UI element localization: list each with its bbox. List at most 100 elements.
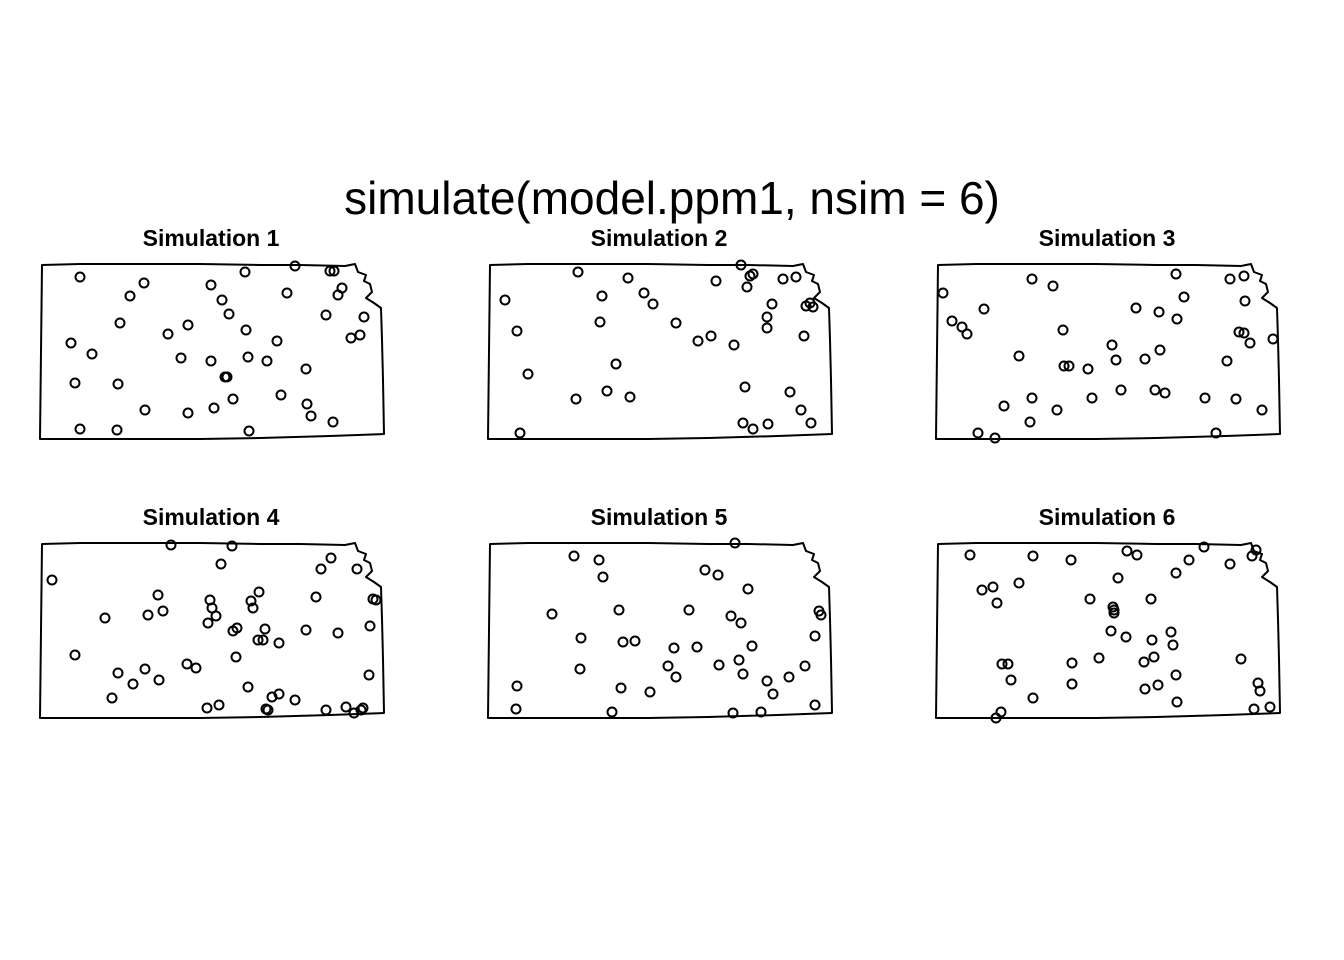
data-point: [124, 290, 136, 302]
data-point: [289, 260, 301, 272]
data-point: [1210, 427, 1222, 439]
data-point: [790, 271, 802, 283]
data-point: [511, 680, 523, 692]
data-point: [670, 671, 682, 683]
data-point: [1267, 333, 1279, 345]
data-point: [273, 688, 285, 700]
data-point: [332, 627, 344, 639]
data-point: [1026, 392, 1038, 404]
data-point: [182, 319, 194, 331]
data-point: [340, 701, 352, 713]
data-point: [245, 595, 257, 607]
state-outline: [39, 542, 385, 719]
data-point: [615, 682, 627, 694]
data-point: [1171, 313, 1183, 325]
data-point: [998, 400, 1010, 412]
data-point: [221, 371, 233, 383]
data-point: [153, 674, 165, 686]
data-point: [1005, 674, 1017, 686]
data-point: [746, 640, 758, 652]
data-point: [710, 275, 722, 287]
data-point: [961, 328, 973, 340]
data-point: [795, 404, 807, 416]
panels: Simulation 1 Simulation 2 Simulation 3 Simu…: [39, 225, 1281, 724]
data-point: [1264, 701, 1276, 713]
data-point: [1047, 280, 1059, 292]
data-point: [1024, 416, 1036, 428]
panel-title: Simulation 6: [1039, 504, 1176, 530]
data-point: [987, 581, 999, 593]
data-point: [1105, 625, 1117, 637]
data-point: [328, 265, 340, 277]
data-point: [638, 287, 650, 299]
data-point: [570, 393, 582, 405]
state-outline: [935, 263, 1281, 440]
data-point: [1066, 678, 1078, 690]
data-point: [1183, 554, 1195, 566]
data-point: [747, 423, 759, 435]
data-point: [1153, 306, 1165, 318]
panel-title: Simulation 1: [143, 225, 280, 251]
data-point: [799, 660, 811, 672]
data-point: [747, 268, 759, 280]
data-point: [201, 702, 213, 714]
data-point: [739, 381, 751, 393]
data-point: [996, 658, 1008, 670]
data-point: [575, 632, 587, 644]
panel-title: Simulation 5: [591, 504, 728, 530]
data-point: [737, 668, 749, 680]
data-point: [991, 597, 1003, 609]
data-point: [809, 630, 821, 642]
data-point: [305, 410, 317, 422]
panel-simulation-3: Simulation 3: [935, 225, 1281, 444]
data-point: [1027, 692, 1039, 704]
data-point: [127, 678, 139, 690]
data-point: [762, 418, 774, 430]
data-point: [86, 348, 98, 360]
data-point: [190, 662, 202, 674]
data-point: [574, 663, 586, 675]
data-point: [597, 571, 609, 583]
data-point: [202, 617, 214, 629]
data-point: [713, 659, 725, 671]
data-point: [370, 594, 382, 606]
data-point: [1248, 703, 1260, 715]
data-point: [205, 279, 217, 291]
data-point: [139, 404, 151, 416]
panel-title: Simulation 4: [143, 504, 280, 530]
data-point: [114, 317, 126, 329]
data-point: [668, 642, 680, 654]
state-outline: [935, 542, 1281, 719]
data-point: [257, 634, 269, 646]
data-point: [1013, 577, 1025, 589]
data-point: [165, 539, 177, 551]
data-point: [1170, 567, 1182, 579]
data-point: [162, 328, 174, 340]
data-point: [351, 563, 363, 575]
data-point: [755, 706, 767, 718]
data-point: [761, 322, 773, 334]
data-point: [727, 707, 739, 719]
state-outline: [39, 263, 385, 440]
data-point: [1108, 607, 1120, 619]
data-point: [273, 637, 285, 649]
data-point: [1146, 634, 1158, 646]
data-point: [1086, 392, 1098, 404]
data-point: [252, 634, 264, 646]
data-point: [289, 694, 301, 706]
data-point: [735, 259, 747, 271]
data-point: [301, 398, 313, 410]
data-point: [1154, 344, 1166, 356]
data-point: [275, 389, 287, 401]
data-point: [1167, 639, 1179, 651]
data-point: [624, 391, 636, 403]
data-point: [741, 281, 753, 293]
data-point: [1027, 550, 1039, 562]
data-point: [227, 625, 239, 637]
data-point: [363, 669, 375, 681]
data-point: [798, 330, 810, 342]
panel-simulation-4: Simulation 4: [39, 504, 385, 719]
data-point: [956, 321, 968, 333]
data-point: [1131, 549, 1143, 561]
